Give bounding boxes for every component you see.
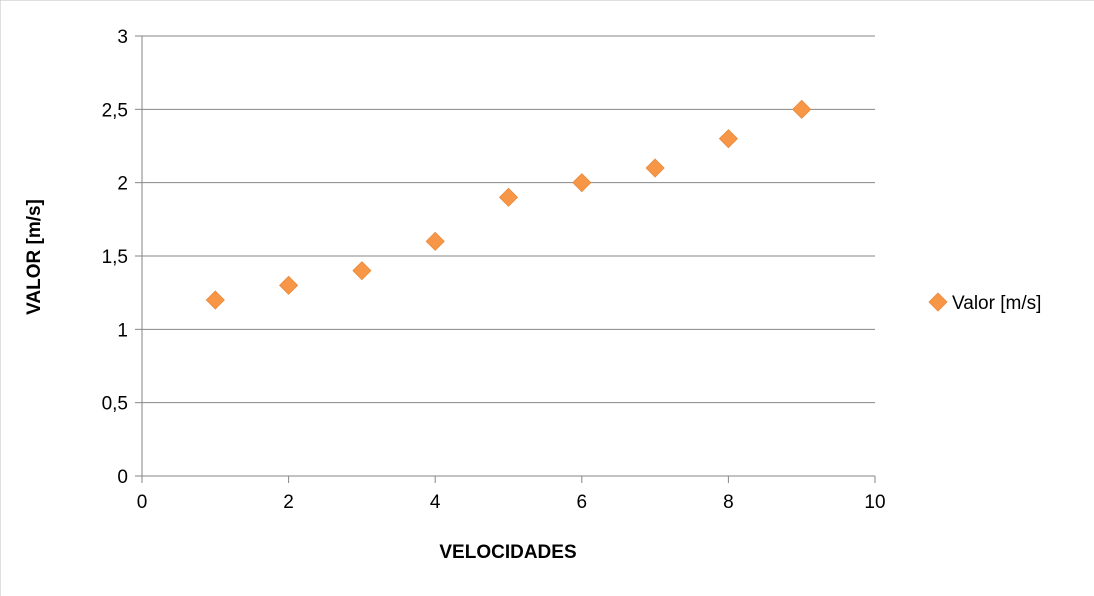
y-tick-label: 0,5 [102, 394, 128, 415]
y-tick-label: 2,5 [102, 100, 128, 121]
x-tick-label: 6 [577, 492, 588, 513]
data-point [205, 290, 225, 310]
x-axis-title: VELOCIDADES [439, 542, 576, 563]
x-tick-label: 8 [723, 492, 734, 513]
data-points [205, 99, 812, 310]
x-tick-label: 0 [137, 492, 148, 513]
y-tick-label: 2 [117, 174, 128, 195]
data-point [425, 231, 445, 251]
axes [135, 35, 876, 483]
legend-label: Valor [m/s] [952, 293, 1041, 314]
legend: Valor [m/s] [928, 292, 1041, 314]
tick-labels: 0 0,5 1 1,5 2 2,5 3 0 2 4 6 8 10 [102, 27, 886, 513]
x-tick-label: 10 [864, 492, 885, 513]
data-point [645, 158, 665, 178]
data-point [792, 99, 812, 119]
x-tick-label: 2 [283, 492, 294, 513]
data-point [572, 173, 592, 193]
y-tick-label: 3 [117, 27, 128, 48]
y-tick-label: 1 [117, 320, 128, 341]
data-point [352, 261, 372, 281]
y-axis-title: VALOR [m/s] [24, 199, 45, 315]
data-point [279, 275, 299, 295]
y-tick-label: 0 [117, 467, 128, 488]
gridlines [142, 35, 875, 404]
data-point [498, 187, 519, 207]
x-tick-label: 4 [430, 492, 441, 513]
legend-marker-diamond-icon [928, 292, 948, 312]
y-tick-label: 1,5 [102, 247, 128, 268]
data-point [718, 129, 738, 149]
